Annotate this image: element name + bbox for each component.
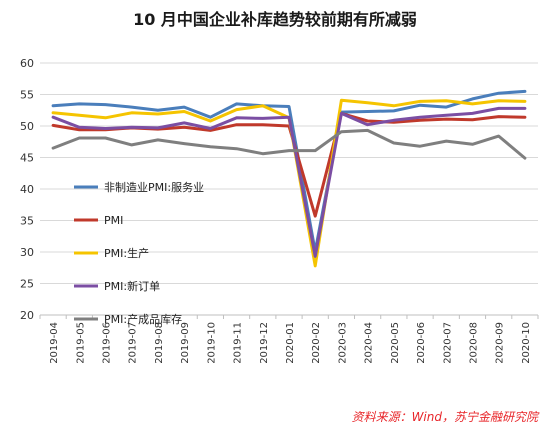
chart-title: 10 月中国企业补库趋势较前期有所减弱: [133, 10, 417, 29]
x-tick-label: 2020-05: [390, 322, 401, 364]
x-tick-label: 2019-10: [206, 322, 217, 364]
x-tick-label: 2019-12: [259, 322, 270, 364]
y-tick-label: 45: [20, 152, 34, 165]
x-tick-label: 2019-04: [49, 322, 60, 364]
source-note: 资料来源：Wind，苏宁金融研究院: [351, 410, 538, 424]
legend-label: PMI:产成品库存: [104, 312, 182, 326]
y-tick-label: 60: [20, 57, 34, 70]
series-line: [51, 89, 527, 253]
y-tick-label: 50: [20, 120, 34, 133]
x-tick-label: 2020-10: [521, 322, 532, 364]
x-tick-label: 2020-02: [311, 322, 322, 364]
legend-label: PMI: [104, 214, 123, 227]
x-tick-label: 2019-11: [233, 322, 244, 364]
legend-label: PMI:生产: [104, 246, 149, 260]
x-tick-label: 2020-06: [416, 322, 427, 364]
y-tick-label: 40: [20, 183, 34, 196]
legend: 非制造业PMI:服务业 PMI PMI:生产 PMI:新订单 PMI:产成品库存: [74, 180, 204, 326]
legend-label: 非制造业PMI:服务业: [104, 180, 204, 194]
x-tick-label: 2020-03: [337, 322, 348, 364]
x-tick-label: 2020-04: [364, 322, 375, 364]
x-tick-label: 2020-07: [442, 322, 453, 364]
legend-label: PMI:新订单: [104, 279, 160, 293]
series-line: [51, 106, 527, 258]
x-tick-label: 2020-08: [468, 322, 479, 364]
y-tick-label: 30: [20, 246, 34, 259]
x-tick-label: 2019-09: [180, 322, 191, 364]
y-tick-label: 20: [20, 309, 34, 322]
y-tick-label: 35: [20, 215, 34, 228]
x-tick-label: 2019-07: [128, 322, 139, 364]
x-tick-label: 2019-05: [75, 322, 86, 364]
series-lines: [51, 89, 527, 268]
axes: 20 25 30 35 40 45 50 55 60 2019-04 2019-05 2019-06 2…: [20, 57, 539, 364]
y-tick-label: 25: [20, 278, 34, 291]
x-tick-label: 2019-08: [154, 322, 165, 364]
series-line: [51, 128, 527, 160]
x-tick-label: 2020-01: [285, 322, 296, 364]
x-tick-label: 2019-06: [102, 322, 113, 364]
x-tick-label: 2020-09: [495, 322, 506, 364]
y-tick-label: 55: [20, 89, 34, 102]
grid-lines: [40, 62, 538, 284]
